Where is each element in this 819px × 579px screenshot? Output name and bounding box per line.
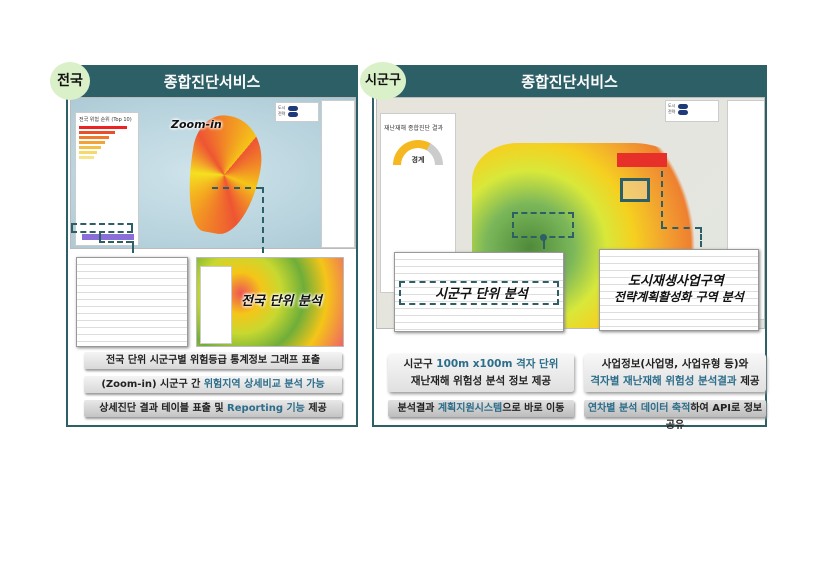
national-panel: 종합진단서비스 전국 위험 순위 (Top 10) 도시 전략 Zoom-in 전…: [50, 62, 358, 427]
sigungu-badge: 시군구: [360, 62, 406, 100]
national-badge: 전국: [50, 62, 90, 100]
sigungu-result-table: 시군구 단위 분석: [394, 252, 564, 332]
feature-text: 분석결과: [397, 403, 438, 414]
info-box-grid: 시군구 100m x100m 격자 단위 재난재해 위험성 분석 정보 제공: [388, 354, 574, 392]
report-highlight: [71, 223, 133, 233]
feature-text: 으로 바로 이동: [502, 403, 565, 414]
sigungu-panel: 종합진단서비스 재난재해 종합진단 결과 경계 도시 전략 시군구 시군구 단위 …: [360, 62, 767, 431]
feature-highlight: 위험지역 상세비교 분석 가능: [203, 379, 325, 390]
feature-bar-link: 분석결과 계획지원시스템으로 바로 이동: [388, 400, 574, 417]
business-info-table: 도시재생사업구역 전략계획활성화 구역 분석: [599, 249, 759, 331]
feature-text: 상세진단 결과 테이블 표출 및: [99, 403, 228, 414]
national-zoom-screenshot: 전국 단위 분석: [196, 257, 344, 347]
sigungu-analysis-label: 시군구 단위 분석: [435, 287, 528, 302]
feature-bar-1: 전국 단위 시군구별 위험등급 통계정보 그래프 표출: [84, 352, 342, 369]
layer-panel: [321, 100, 355, 248]
info-text: 시군구: [403, 358, 437, 370]
info-highlight: 격자별 재난재해 위험성 분석결과: [590, 375, 737, 387]
feature-highlight: Reporting 기능: [227, 403, 305, 414]
feature-text: 제공: [304, 403, 327, 414]
feature-text: (Zoom-in) 시군구 간: [101, 379, 204, 390]
info-text: 재난재해 위험성 분석 정보 제공: [410, 375, 552, 387]
feature-highlight: 계획지원시스템: [437, 403, 503, 414]
zone-analysis-label-1: 도시재생사업구역: [628, 274, 724, 289]
info-text: 제공: [736, 375, 760, 387]
gauge-value: 경계: [411, 156, 425, 164]
feature-text: 전국 단위 시군구별 위험등급 통계정보 그래프 표출: [105, 355, 321, 366]
regeneration-zone: [620, 178, 650, 202]
feature-highlight: 연차별 분석 데이터 축적: [587, 403, 691, 414]
report-button[interactable]: [82, 234, 134, 240]
diagnosis-title: 재난재해 종합진단 결과: [384, 125, 444, 132]
high-risk-cell: [617, 153, 667, 167]
info-highlight: 100m x100m 격자 단위: [436, 358, 559, 370]
ranking-title: 전국 위험 순위 (Top 10): [79, 117, 132, 123]
layer-toggles[interactable]: 도시 전략: [665, 100, 719, 122]
national-analysis-label: 전국 단위 분석: [241, 294, 322, 309]
layer-toggles[interactable]: 도시 전략: [275, 102, 319, 122]
info-text: 사업정보(사업명, 사업유형 등)와: [601, 358, 749, 370]
feature-bar-api: 연차별 분석 데이터 축적하여 API로 정보공유: [584, 400, 766, 431]
info-box-business: 사업정보(사업명, 사업유형 등)와 격자별 재난재해 위험성 분석결과 제공: [584, 354, 766, 392]
panel-title: 종합진단서비스: [374, 67, 765, 97]
panel-title: 종합진단서비스: [68, 67, 356, 97]
feature-bar-3: 상세진단 결과 테이블 표출 및 Reporting 기능 제공: [84, 400, 342, 417]
feature-text: 하여 API로 정보공유: [665, 403, 763, 431]
feature-bar-2: (Zoom-in) 시군구 간 위험지역 상세비교 분석 가능: [84, 376, 342, 393]
zone-analysis-label-2: 전략계획활성화 구역 분석: [614, 290, 744, 304]
zoom-in-label: Zoom-in: [171, 118, 222, 131]
detail-result-table: [76, 257, 188, 347]
